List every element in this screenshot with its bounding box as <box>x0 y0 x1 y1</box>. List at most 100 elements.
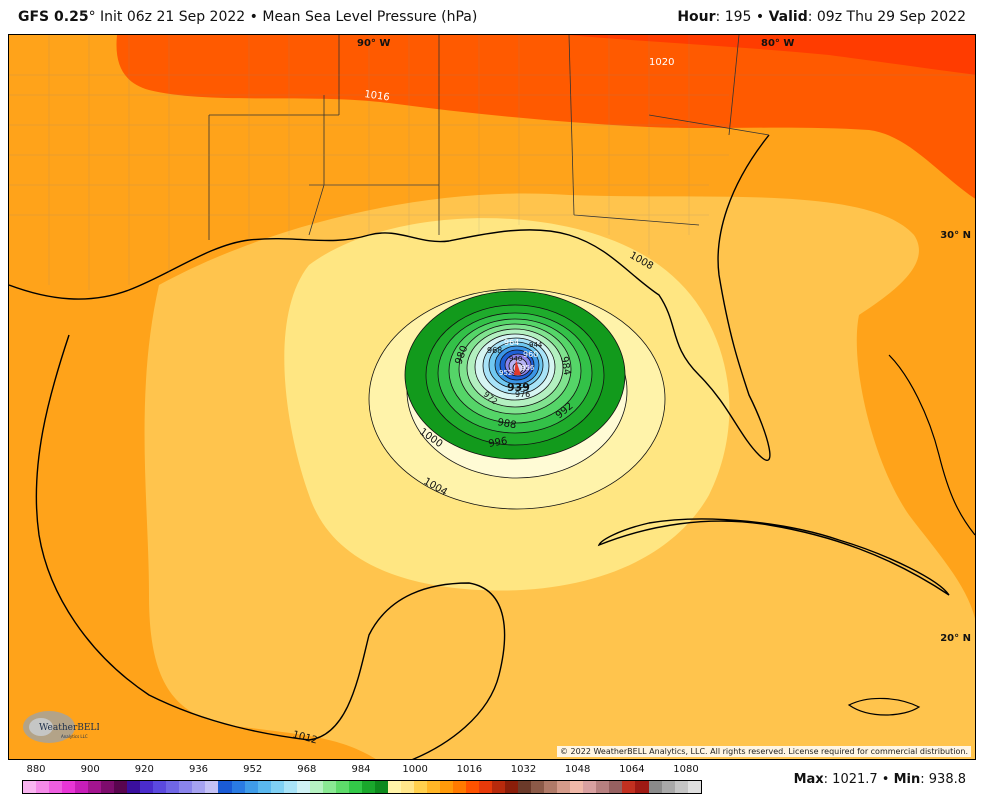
legend-swatch <box>413 781 427 793</box>
legend-swatch <box>179 781 193 793</box>
legend-tick-label: 968 <box>297 764 317 775</box>
hour-value: : 195 <box>715 9 752 25</box>
legend-swatch <box>440 781 454 793</box>
legend-swatch <box>348 781 362 793</box>
contour-label-944: 944 <box>529 341 543 349</box>
legend-swatch <box>674 781 688 793</box>
contour-label-996: 996 <box>488 436 509 450</box>
legend-swatch <box>518 781 532 793</box>
legend-tick-label: 936 <box>188 764 209 775</box>
init-time: Init 06z 21 Sep 2022 <box>95 9 246 25</box>
contour-label-952: 952 <box>499 369 512 377</box>
legend-swatch <box>479 781 493 793</box>
logo-subtext: Analytics LLC <box>61 734 88 739</box>
county-lines <box>9 35 975 290</box>
legend-swatch <box>244 781 258 793</box>
legend-swatch <box>114 781 128 793</box>
legend-tick-label: 984 <box>351 764 371 775</box>
legend-swatch <box>361 781 375 793</box>
contour-label-964: 964 <box>504 338 519 347</box>
legend-swatch <box>88 781 102 793</box>
valid-value: : 09z Thu 29 Sep 2022 <box>807 9 966 25</box>
legend-tick-label: 900 <box>80 764 100 775</box>
bullet: • <box>245 9 263 25</box>
bullet: • <box>751 9 769 25</box>
jamaica-coastline <box>847 697 921 716</box>
bahamas-coastline <box>888 354 975 536</box>
legend-swatch <box>192 781 206 793</box>
contour-label-984: 984 <box>558 356 572 377</box>
contour-label-1020: 1020 <box>649 57 674 68</box>
legend-tick-label: 952 <box>243 764 263 775</box>
contour-label-968: 968 <box>487 346 502 355</box>
degree-symbol: ° <box>88 9 96 25</box>
valid-label: Valid <box>768 9 808 25</box>
model-name: GFS 0.25 <box>18 9 89 25</box>
field-stats: Max: 1021.7 • Min: 938.8 <box>794 772 966 787</box>
legend-swatch <box>609 781 623 793</box>
legend-tick-label: 920 <box>134 764 154 775</box>
min-label: Min <box>893 772 921 787</box>
map-svg: 1020 1016 1008 1004 1000 996 992 988 984… <box>9 35 975 759</box>
header-right: Hour: 195 • Valid: 09z Thu 29 Sep 2022 <box>677 9 966 25</box>
copyright-notice: © 2022 WeatherBELL Analytics, LLC. All r… <box>557 746 971 757</box>
mexico-coastline <box>35 334 506 759</box>
pressure-legend: 880 900 920 936 952 968 984 1000 1016 1032 1048 106… <box>22 764 702 804</box>
legend-swatch <box>583 781 597 793</box>
legend-swatch <box>661 781 675 793</box>
contour-label-988: 988 <box>496 417 517 431</box>
legend-swatch <box>453 781 467 793</box>
stats-separator: • <box>877 772 894 787</box>
legend-swatch <box>270 781 284 793</box>
legend-swatch <box>36 781 50 793</box>
legend-swatch <box>387 781 401 793</box>
legend-swatch <box>49 781 63 793</box>
legend-swatch <box>635 781 649 793</box>
legend-swatch <box>466 781 480 793</box>
legend-tick-label: 880 <box>26 764 46 775</box>
max-label: Max <box>793 772 824 787</box>
min-value: : 938.8 <box>920 772 966 787</box>
legend-swatch <box>648 781 662 793</box>
longitude-label-80w: 80° W <box>761 38 795 49</box>
max-value: : 1021.7 <box>823 772 878 787</box>
legend-tick-label: 1000 <box>402 764 428 775</box>
pressure-field-1024 <box>569 35 975 75</box>
legend-swatch <box>309 781 323 793</box>
legend-swatch <box>492 781 506 793</box>
contour-label-960: 960 <box>523 350 538 359</box>
legend-swatch <box>505 781 519 793</box>
legend-swatch <box>322 781 336 793</box>
legend-swatch <box>166 781 180 793</box>
storm-center-marker <box>514 360 521 375</box>
weatherbell-logo: WeatherBELL Analytics LLC <box>23 711 99 743</box>
latitude-label-20n: 20° N <box>940 633 971 644</box>
legend-swatch <box>257 781 271 793</box>
field-name: Mean Sea Level Pressure (hPa) <box>262 9 478 25</box>
legend-swatch <box>622 781 636 793</box>
legend-swatch <box>62 781 76 793</box>
legend-swatch <box>283 781 297 793</box>
cuba-coastline <box>597 518 950 596</box>
legend-swatch <box>140 781 154 793</box>
legend-swatch <box>335 781 349 793</box>
legend-tick-label: 1016 <box>456 764 483 775</box>
contour-label-956: 956 <box>521 364 535 372</box>
legend-swatch <box>596 781 610 793</box>
legend-swatch <box>153 781 167 793</box>
us-coastline <box>9 134 771 462</box>
legend-swatch <box>296 781 310 793</box>
legend-tick-label: 1048 <box>564 764 591 775</box>
legend-swatch <box>687 781 701 793</box>
contour-label-976: 976 <box>515 390 530 399</box>
hour-label: Hour <box>677 9 716 25</box>
legend-swatch <box>400 781 414 793</box>
legend-swatch <box>75 781 89 793</box>
latitude-label-30n: 30° N <box>940 230 971 241</box>
legend-swatch <box>374 781 388 793</box>
contour-label-940: 940 <box>509 355 522 363</box>
contour-label-1016: 1016 <box>364 89 391 103</box>
map-header: GFS 0.25° Init 06z 21 Sep 2022 • Mean Se… <box>0 0 984 34</box>
legend-swatch <box>23 781 37 793</box>
legend-swatch <box>531 781 545 793</box>
